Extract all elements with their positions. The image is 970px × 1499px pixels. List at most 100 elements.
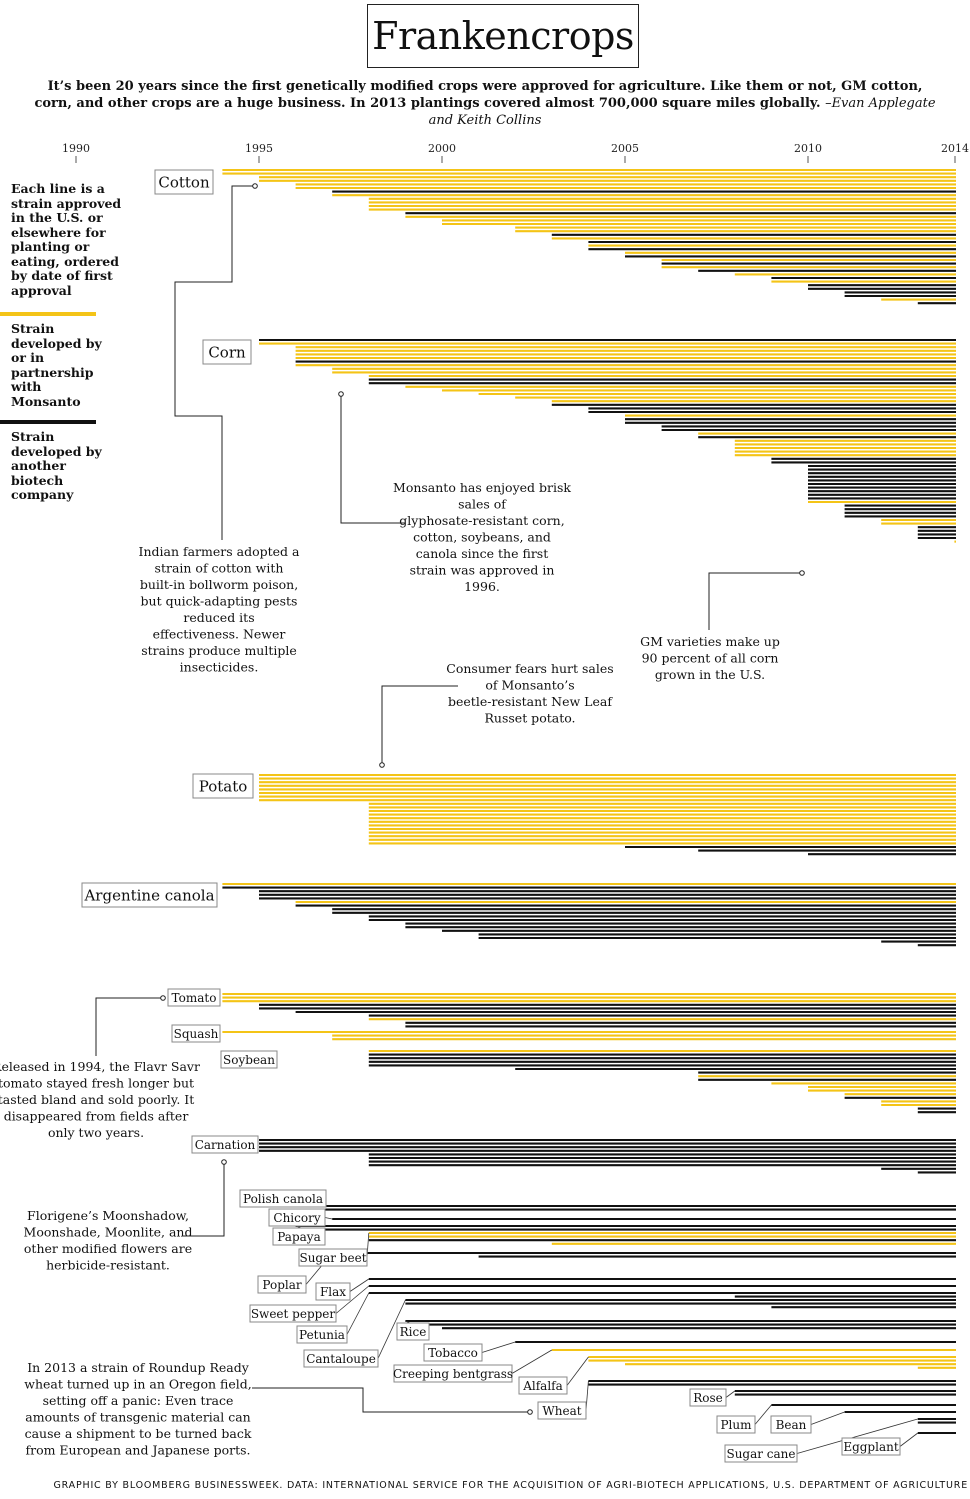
annotation-dot — [379, 762, 385, 768]
crop-label-box — [396, 1322, 430, 1341]
annotation-pointer — [252, 1387, 530, 1413]
annotation-line: cause a shipment to be turned back — [25, 1426, 252, 1441]
footer-credit: GRAPHIC BY BLOOMBERG BUSINESSWEEK. DATA:… — [53, 1480, 968, 1491]
annotation-line: strain of cotton with — [155, 561, 284, 576]
crop-label-box — [770, 1415, 812, 1434]
annotation-line: reduced its — [183, 610, 254, 625]
x-tick-label: 2000 — [428, 142, 456, 155]
crop-label-box — [724, 1444, 798, 1463]
crop-label: Argentine canola — [81, 882, 218, 908]
annotation-line: Florigene’s Moonshadow, — [27, 1208, 189, 1223]
crop-label: Flax — [315, 1282, 351, 1301]
annotation-india-cotton: Indian farmers adopted a strain of cotton… — [139, 544, 301, 675]
crop-label: Wheat — [537, 1401, 587, 1420]
byline: –Evan Applegate and Keith Collins — [428, 96, 936, 128]
annotation-line: other modified flowers are — [24, 1241, 192, 1256]
crop-label-box — [202, 339, 252, 365]
crop-label: Soybean — [220, 1050, 278, 1069]
crop-label: Cantaloupe — [303, 1349, 379, 1368]
crop-label-text: Sweet pepper — [251, 1307, 336, 1321]
crop-label: Bean — [770, 1415, 812, 1434]
label-leader — [349, 1278, 370, 1292]
annotation-line: Moonshade, Moonlite, and — [24, 1225, 193, 1240]
crop-label-box — [220, 1050, 278, 1069]
annotation-line: herbicide-resistant. — [46, 1258, 170, 1273]
crop-label-box — [167, 988, 221, 1007]
label-leader — [324, 1217, 333, 1220]
crop-label-box — [272, 1227, 326, 1246]
label-leader — [899, 1432, 919, 1447]
crop-label-text: Corn — [208, 343, 246, 361]
label-leader — [725, 1390, 736, 1398]
crop-label-box — [192, 773, 254, 799]
annotation-dot — [221, 1159, 227, 1165]
annotation-dot — [799, 570, 805, 576]
annotation-gm-corn: GM varieties make up 90 percent of all co… — [640, 634, 780, 682]
crop-label-text: Tomato — [172, 991, 217, 1005]
x-tick-label: 2005 — [611, 142, 639, 155]
crop-label-text: Papaya — [277, 1230, 320, 1244]
legend-swatch-monsanto — [0, 312, 96, 316]
annotation-line: only two years. — [48, 1125, 144, 1140]
crop-label-box — [268, 1208, 326, 1227]
crop-label: Cotton — [154, 169, 214, 195]
crop-label-text: Plum — [720, 1418, 752, 1432]
annotation-line: grown in the U.S. — [655, 667, 765, 682]
legend-swatch-other — [0, 420, 96, 424]
crop-label-text: Chicory — [273, 1211, 320, 1225]
crop-label-box — [81, 882, 218, 908]
crop-label-box — [191, 1135, 259, 1154]
annotation-pointer — [182, 1162, 225, 1237]
label-leader — [754, 1404, 772, 1425]
crop-label-box — [239, 1189, 327, 1208]
annotation-line: strain was approved in — [410, 563, 555, 578]
crop-label-box — [303, 1349, 379, 1368]
subtitle: It’s been 20 years since the first genet… — [34, 79, 923, 111]
annotation-florigene: Florigene’s Moonshadow, Moonshade, Moonli… — [24, 1208, 193, 1273]
annotation-line: 90 percent of all corn — [642, 651, 779, 666]
annotation-line: effectiveness. Newer — [153, 627, 286, 642]
title-box: Frankencrops — [367, 4, 639, 68]
annotation-line: Released in 1994, the Flavr Savr — [0, 1059, 200, 1074]
annotation-line: Monsanto has enjoyed brisk — [393, 480, 571, 495]
annotation-line: Consumer fears hurt sales — [446, 661, 613, 676]
annotation-line: setting off a panic: Even trace — [43, 1393, 234, 1408]
crop-label: Petunia — [296, 1325, 348, 1344]
label-leader — [810, 1411, 845, 1425]
annotation-line: tasted bland and sold poorly. It — [0, 1092, 194, 1107]
crop-label: Alfalfa — [518, 1376, 568, 1395]
crop-label-text: Rice — [400, 1325, 427, 1339]
crop-label: Tobacco — [423, 1343, 483, 1362]
crop-label: Potato — [192, 773, 254, 799]
crop-label-text: Soybean — [223, 1053, 275, 1067]
label-leader — [346, 1292, 370, 1335]
x-tick-label: 2014 — [941, 142, 969, 155]
crop-label-box — [298, 1248, 368, 1267]
annotation-dot — [252, 183, 258, 189]
x-tick-label: 2010 — [794, 142, 822, 155]
crop-label: Papaya — [272, 1227, 326, 1246]
annotation-line: Indian farmers adopted a — [139, 544, 301, 559]
annotation-dot — [527, 1409, 533, 1415]
annotation-line: wheat turned up in an Oregon field, — [24, 1377, 251, 1392]
annotation-pointer — [95, 997, 163, 1056]
crop-label: Eggplant — [841, 1437, 901, 1456]
chart-title: Frankencrops — [372, 14, 634, 58]
crop-label-box — [423, 1343, 483, 1362]
label-leader — [796, 1418, 918, 1454]
subtitle-block: It’s been 20 years since the first genet… — [30, 78, 940, 129]
legend-other: Strain developed by another biotech comp… — [11, 429, 102, 502]
annotation-line: built-in bollworm poison, — [140, 577, 298, 592]
crop-label-text: Carnation — [195, 1138, 256, 1152]
crop-label-box — [841, 1437, 901, 1456]
crop-label: Creeping bentgrass — [393, 1364, 513, 1383]
crop-label-box — [257, 1275, 307, 1294]
legend-monsanto: Strain developed by or in partnership wi… — [11, 321, 102, 409]
crop-label-text: Sugar beet — [299, 1251, 366, 1265]
crop-label: Poplar — [257, 1275, 307, 1294]
label-leader — [566, 1356, 589, 1386]
annotation-line: of Monsanto’s — [485, 678, 574, 693]
crop-label: Sugar beet — [298, 1248, 368, 1267]
annotation-glyphosate: Monsanto has enjoyed brisk sales of glypho… — [393, 480, 571, 594]
label-leader — [335, 1285, 370, 1314]
